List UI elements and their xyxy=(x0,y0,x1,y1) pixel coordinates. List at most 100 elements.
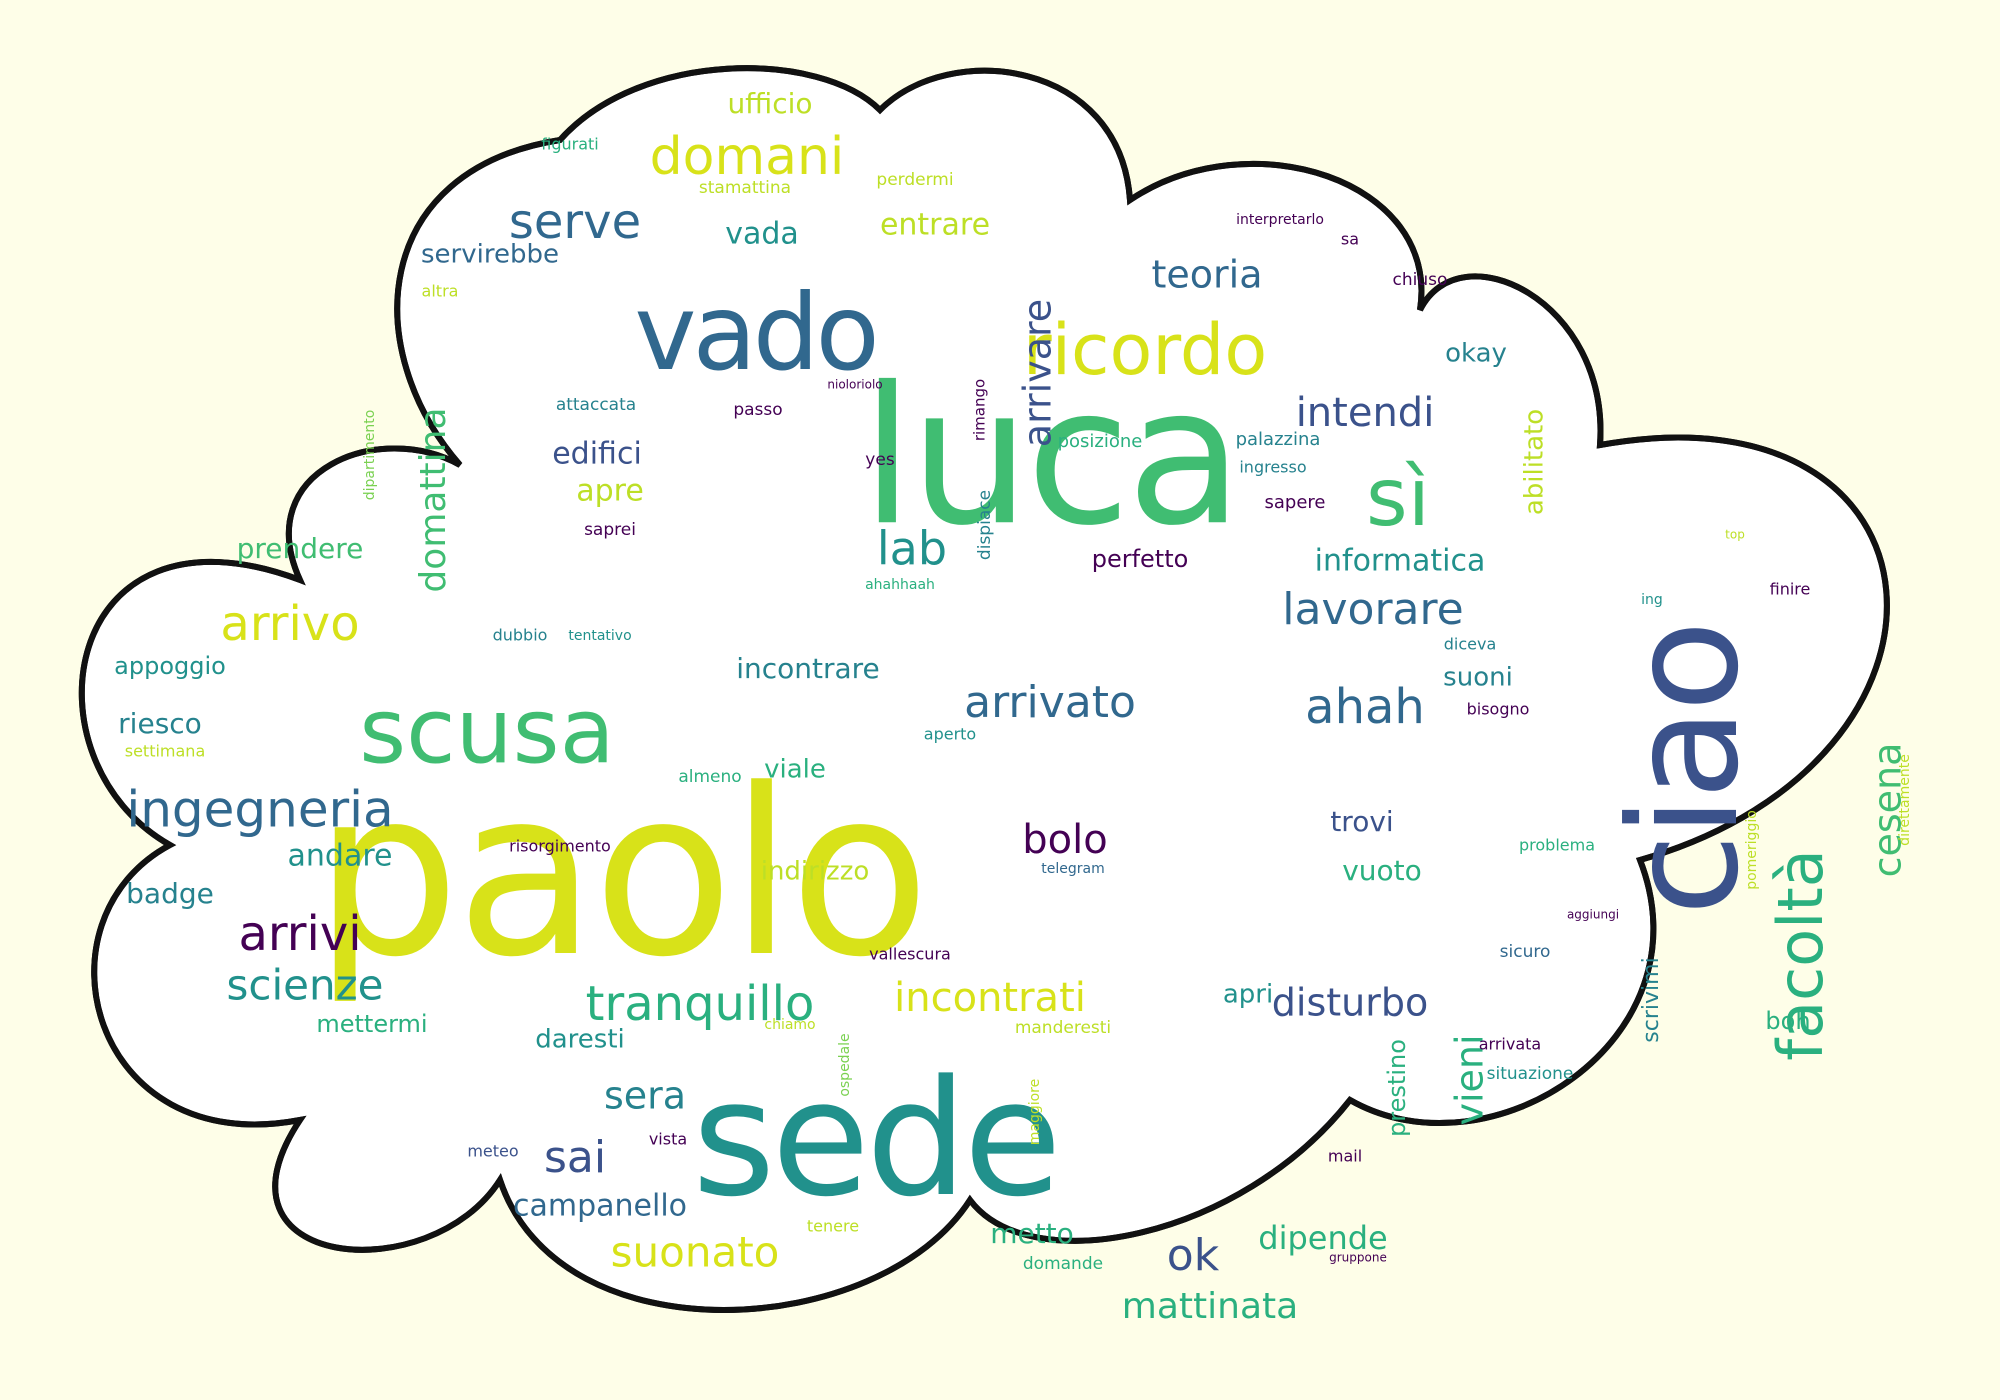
word-domattina: domattina xyxy=(413,407,454,592)
word-prestino: prestino xyxy=(1383,1039,1411,1137)
word-abilitato: abilitato xyxy=(1520,409,1550,515)
word-sa: sa xyxy=(1341,230,1359,249)
word-lab: lab xyxy=(877,522,947,576)
word-prendere: prendere xyxy=(237,532,364,565)
word-viale: viale xyxy=(764,755,826,785)
word-attaccata: attaccata xyxy=(556,395,636,415)
word-nioloriolo: nioloriolo xyxy=(827,378,882,392)
word-altra: altra xyxy=(422,282,459,301)
word-lavorare: lavorare xyxy=(1282,584,1463,635)
word-figurati: figurati xyxy=(541,135,598,154)
word-scusa: scusa xyxy=(359,679,614,784)
word-tentativo: tentativo xyxy=(568,628,631,644)
word-almeno: almeno xyxy=(678,767,741,787)
word-ospedale: ospedale xyxy=(837,1033,853,1096)
word-mettermi: mettermi xyxy=(316,1010,427,1038)
word-entrare: entrare xyxy=(880,208,990,243)
word-servirebbe: servirebbe xyxy=(421,240,559,270)
word-finire: finire xyxy=(1770,580,1811,599)
word-campanello: campanello xyxy=(513,1189,687,1224)
word-dipende: dipende xyxy=(1258,1219,1387,1257)
word-suonato: suonato xyxy=(611,1228,780,1277)
word-perfetto: perfetto xyxy=(1092,545,1189,573)
word-ahah: ahah xyxy=(1305,679,1425,735)
word-dispiace: dispiace xyxy=(975,490,995,560)
word-informatica: informatica xyxy=(1315,544,1486,579)
word-arrivi: arrivi xyxy=(238,906,361,962)
word-aggiungi: aggiungi xyxy=(1567,908,1619,922)
word-apre: apre xyxy=(576,474,644,509)
word-situazione: situazione xyxy=(1487,1064,1574,1084)
word-domani: domani xyxy=(650,127,845,187)
word-arrivato: arrivato xyxy=(964,677,1136,728)
word-sicuro: sicuro xyxy=(1500,942,1551,962)
word-vada: vada xyxy=(725,217,799,252)
word-settimana: settimana xyxy=(125,742,206,761)
word-gruppone: gruppone xyxy=(1329,1251,1387,1265)
word-top: top xyxy=(1725,528,1745,542)
word-incontrare: incontrare xyxy=(736,652,880,685)
word-palazzina: palazzina xyxy=(1236,429,1321,450)
cloud-outline xyxy=(78,65,1890,1313)
word-disturbo: disturbo xyxy=(1272,981,1428,1025)
word-paolo: paolo xyxy=(314,741,926,1008)
word-ufficio: ufficio xyxy=(727,87,812,120)
word-problema: problema xyxy=(1519,836,1595,855)
word-ingegneria: ingegneria xyxy=(126,781,393,839)
word-sai: sai xyxy=(544,1132,606,1183)
word-okay: okay xyxy=(1445,339,1507,369)
word-mattinata: mattinata xyxy=(1122,1286,1298,1327)
word-posizione: posizione xyxy=(1058,431,1143,452)
word-perdermi: perdermi xyxy=(876,170,953,190)
word-cesena: cesena xyxy=(1866,743,1910,878)
word-vista: vista xyxy=(649,1130,687,1149)
word-boh: boh xyxy=(1765,1007,1810,1035)
word-maggiore: maggiore xyxy=(1027,1079,1043,1146)
word-vuoto: vuoto xyxy=(1342,854,1422,887)
word-teoria: teoria xyxy=(1152,253,1263,297)
word-scienze: scienze xyxy=(227,961,384,1010)
word-edifici: edifici xyxy=(552,437,642,472)
word-ahahhaah: ahahhaah xyxy=(865,577,935,593)
word-interpretarlo: interpretarlo xyxy=(1236,212,1324,228)
word-yes: yes xyxy=(865,450,895,470)
word-badge: badge xyxy=(126,877,214,910)
word-apri: apri xyxy=(1223,980,1273,1010)
word-pomeriggio: pomeriggio xyxy=(1744,810,1760,890)
word-serve: serve xyxy=(509,194,641,250)
word-vado: vado xyxy=(634,272,875,394)
word-dipartimento: dipartimento xyxy=(362,410,378,501)
word-chiuso: chiuso xyxy=(1393,270,1448,290)
word-telegram: telegram xyxy=(1041,861,1104,877)
word-sera: sera xyxy=(604,1074,686,1118)
word-arrivare: arrivare xyxy=(1016,299,1060,447)
word-layer: paolo luca sede ciao vado scusa ricordo sì facol… xyxy=(114,87,1913,1327)
word-trovi: trovi xyxy=(1330,805,1393,838)
word-meteo: meteo xyxy=(467,1142,518,1161)
word-dubbio: dubbio xyxy=(493,626,548,645)
word-incontrati: incontrati xyxy=(894,975,1086,1021)
word-arrivata: arrivata xyxy=(1479,1035,1541,1054)
word-ciao: ciao xyxy=(1598,624,1772,916)
word-riesco: riesco xyxy=(118,707,202,740)
word-diceva: diceva xyxy=(1444,635,1497,654)
word-manderesti: manderesti xyxy=(1015,1018,1111,1038)
word-indirizzo: indirizzo xyxy=(761,857,870,887)
word-intendi: intendi xyxy=(1296,390,1435,436)
word-metto: metto xyxy=(990,1217,1074,1250)
word-saprei: saprei xyxy=(584,520,636,540)
word-scrivimi: scrivimi xyxy=(1639,957,1664,1042)
word-ok: ok xyxy=(1167,1230,1220,1281)
word-ing: ing xyxy=(1641,592,1663,608)
word-domande: domande xyxy=(1023,1254,1103,1274)
word-bolo: bolo xyxy=(1022,817,1107,863)
word-aperto: aperto xyxy=(924,725,976,744)
word-suoni: suoni xyxy=(1443,663,1513,693)
word-vieni: vieni xyxy=(1448,1034,1492,1125)
word-mail: mail xyxy=(1328,1147,1362,1166)
word-risorgimento: risorgimento xyxy=(509,837,611,856)
word-appoggio: appoggio xyxy=(114,652,226,680)
word-chiamo: chiamo xyxy=(764,1017,815,1033)
word-si: sì xyxy=(1366,451,1430,544)
